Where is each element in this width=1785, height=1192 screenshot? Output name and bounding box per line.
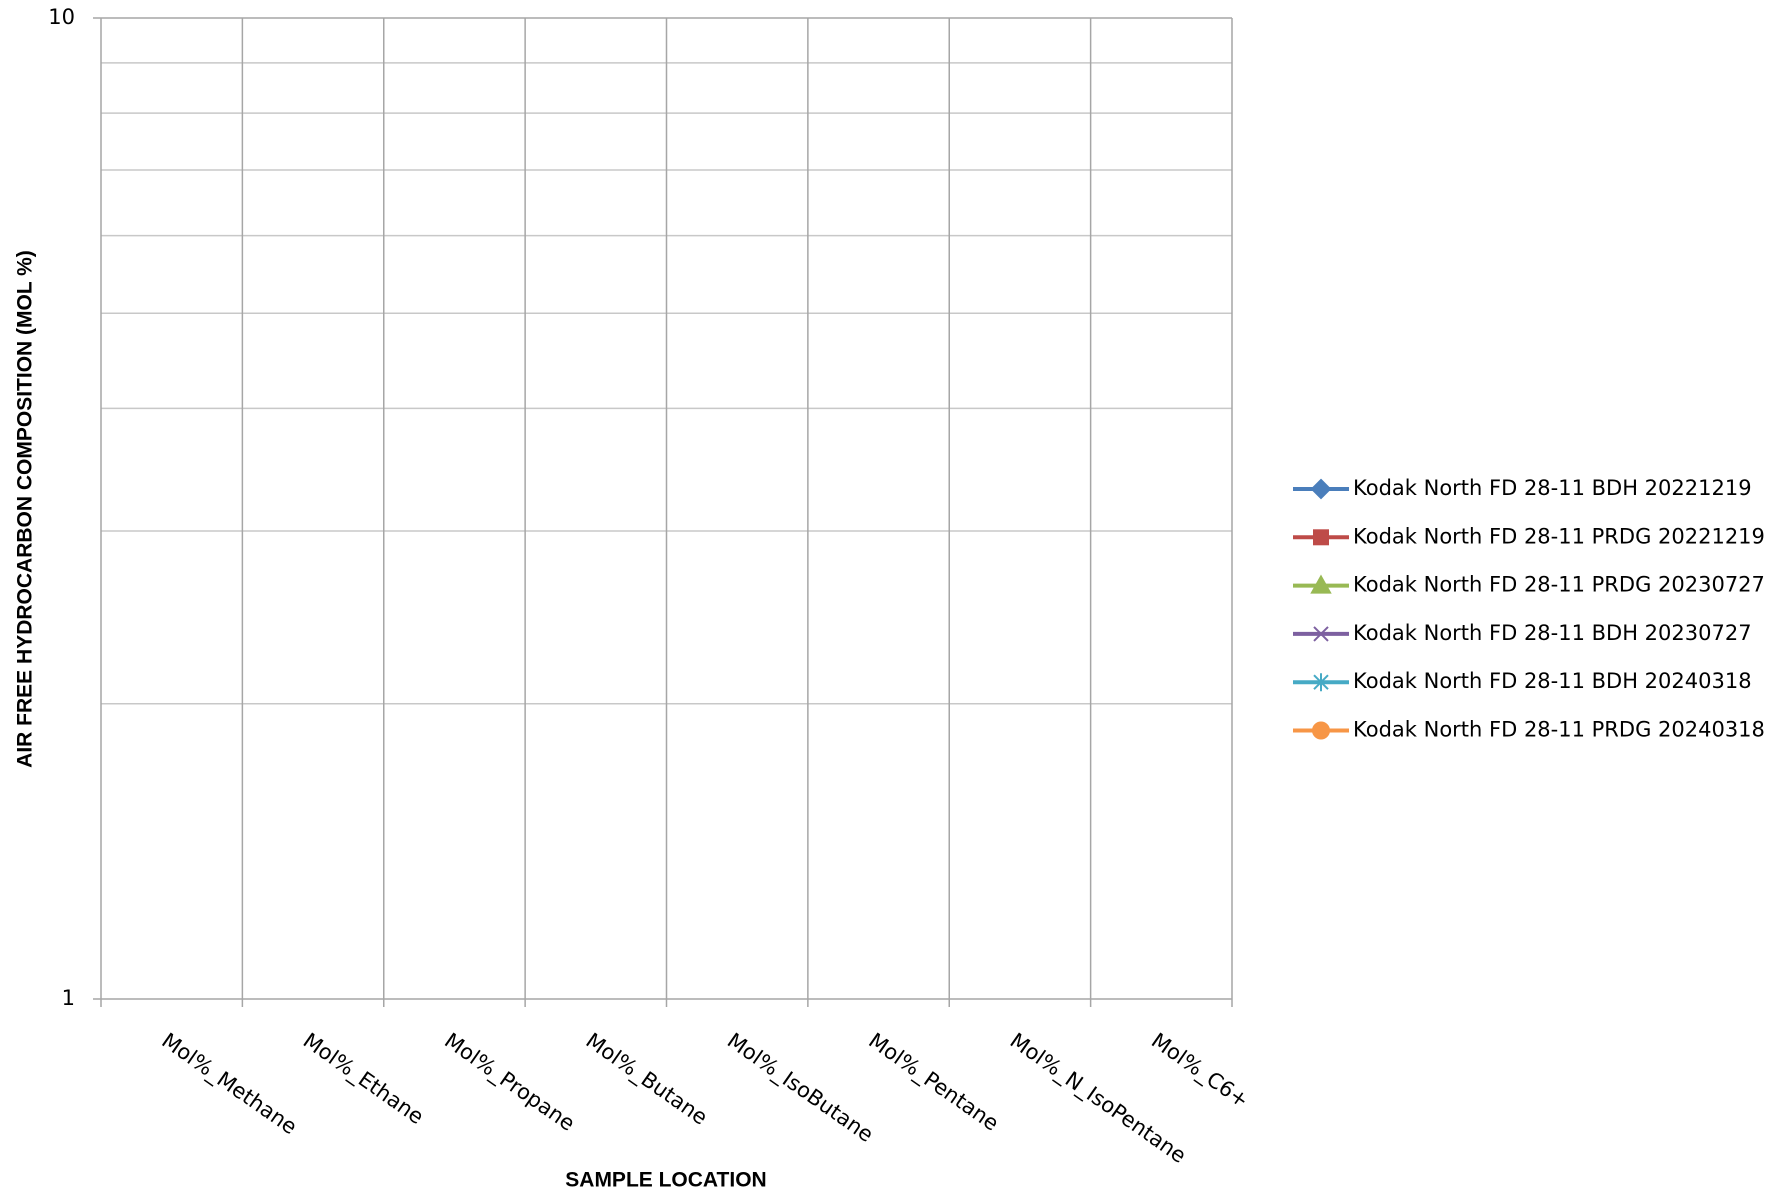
y-tick-label: 10 <box>48 5 75 29</box>
legend-label: Kodak North FD 28-11 PRDG 20230727 <box>1353 573 1765 597</box>
marker <box>1313 673 1329 692</box>
x-tick-label: Mol%_Propane <box>440 1028 580 1136</box>
marker <box>1313 529 1329 546</box>
y-axis-title: AIR FREE HYDROCARBON COMPOSITION (MOL %) <box>14 250 37 768</box>
legend-label: Kodak North FD 28-11 BDH 20240318 <box>1353 669 1752 693</box>
x-tick-label: Mol%_Ethane <box>298 1028 428 1129</box>
x-tick-label: Mol%_Methane <box>157 1028 302 1140</box>
marker <box>1312 721 1330 740</box>
marker <box>1313 626 1329 642</box>
x-tick-label: Mol%_C6+ <box>1146 1028 1253 1113</box>
x-tick-label: Mol%_IsoButane <box>722 1028 877 1147</box>
legend-label: Kodak North FD 28-11 BDH 20230727 <box>1353 621 1752 645</box>
legend-label: Kodak North FD 28-11 PRDG 20221219 <box>1353 524 1765 548</box>
y-tick-label: 1 <box>62 986 75 1010</box>
legend-label: Kodak North FD 28-11 BDH 20221219 <box>1353 476 1752 500</box>
x-axis-title: SAMPLE LOCATION <box>565 1169 766 1192</box>
x-tick-label: Mol%_Butane <box>581 1028 712 1130</box>
marker <box>1310 574 1332 594</box>
legend-label: Kodak North FD 28-11 PRDG 20240318 <box>1353 718 1765 742</box>
marker <box>1310 478 1332 500</box>
x-tick-label: Mol%_Pentane <box>864 1028 1003 1136</box>
